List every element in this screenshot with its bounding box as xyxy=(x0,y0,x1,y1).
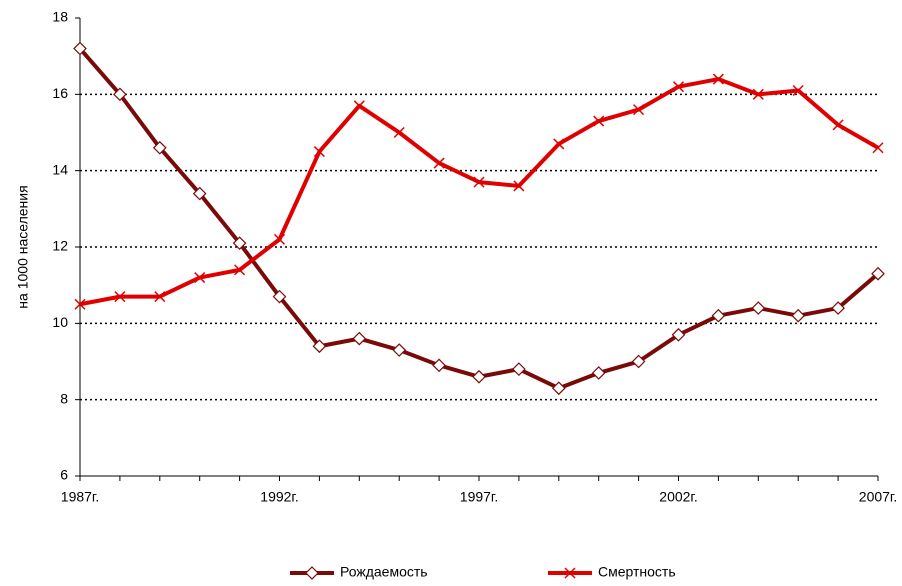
marker xyxy=(831,301,845,315)
marker xyxy=(564,567,576,579)
marker xyxy=(791,308,806,323)
y-tick-label: 10 xyxy=(52,314,68,330)
marker xyxy=(551,381,566,396)
marker xyxy=(671,327,686,342)
marker xyxy=(872,142,884,154)
marker xyxy=(114,291,126,303)
legend-item: Смертность xyxy=(548,564,676,580)
marker xyxy=(192,186,207,201)
marker xyxy=(631,354,646,369)
legend-label: Смертность xyxy=(598,564,676,580)
marker xyxy=(832,119,844,131)
marker xyxy=(74,298,86,310)
y-tick-label: 6 xyxy=(60,467,68,483)
x-tick-label: 1992г. xyxy=(260,489,298,505)
marker xyxy=(433,157,445,169)
marker xyxy=(312,339,327,354)
legend-label: Рождаемость xyxy=(340,564,428,580)
marker xyxy=(154,291,166,303)
marker xyxy=(593,115,605,127)
marker xyxy=(305,566,319,580)
y-axis-label: на 1000 населения xyxy=(15,185,31,308)
x-tick-label: 2007г. xyxy=(859,489,897,505)
x-tick-label: 1987г. xyxy=(61,489,99,505)
marker xyxy=(711,308,726,323)
y-tick-label: 16 xyxy=(52,85,68,101)
marker xyxy=(553,138,565,150)
marker xyxy=(513,180,525,192)
marker xyxy=(591,366,606,380)
y-tick-label: 12 xyxy=(52,238,68,254)
marker xyxy=(272,289,287,304)
marker xyxy=(473,176,485,188)
y-tick-label: 14 xyxy=(52,161,68,177)
x-tick-label: 1997г. xyxy=(460,489,498,505)
x-tick-label: 2002г. xyxy=(659,489,697,505)
marker xyxy=(752,88,764,100)
marker xyxy=(472,369,486,384)
marker xyxy=(73,41,87,56)
marker xyxy=(313,146,325,158)
marker xyxy=(512,362,526,376)
marker xyxy=(352,331,367,346)
legend-item: Рождаемость xyxy=(290,564,428,580)
marker xyxy=(672,81,685,93)
marker xyxy=(353,100,365,112)
marker xyxy=(393,126,405,139)
marker xyxy=(392,343,407,357)
y-tick-label: 18 xyxy=(52,9,68,25)
marker xyxy=(234,264,246,276)
marker xyxy=(194,272,206,284)
marker xyxy=(152,140,167,155)
marker xyxy=(633,104,645,116)
series-line xyxy=(78,47,880,391)
marker xyxy=(871,266,885,281)
marker xyxy=(792,84,804,97)
marker xyxy=(232,236,247,251)
marker xyxy=(432,358,446,373)
marker xyxy=(751,301,766,315)
marker xyxy=(712,73,724,85)
marker xyxy=(273,233,286,245)
y-tick-label: 8 xyxy=(60,390,68,406)
marker xyxy=(113,87,127,102)
